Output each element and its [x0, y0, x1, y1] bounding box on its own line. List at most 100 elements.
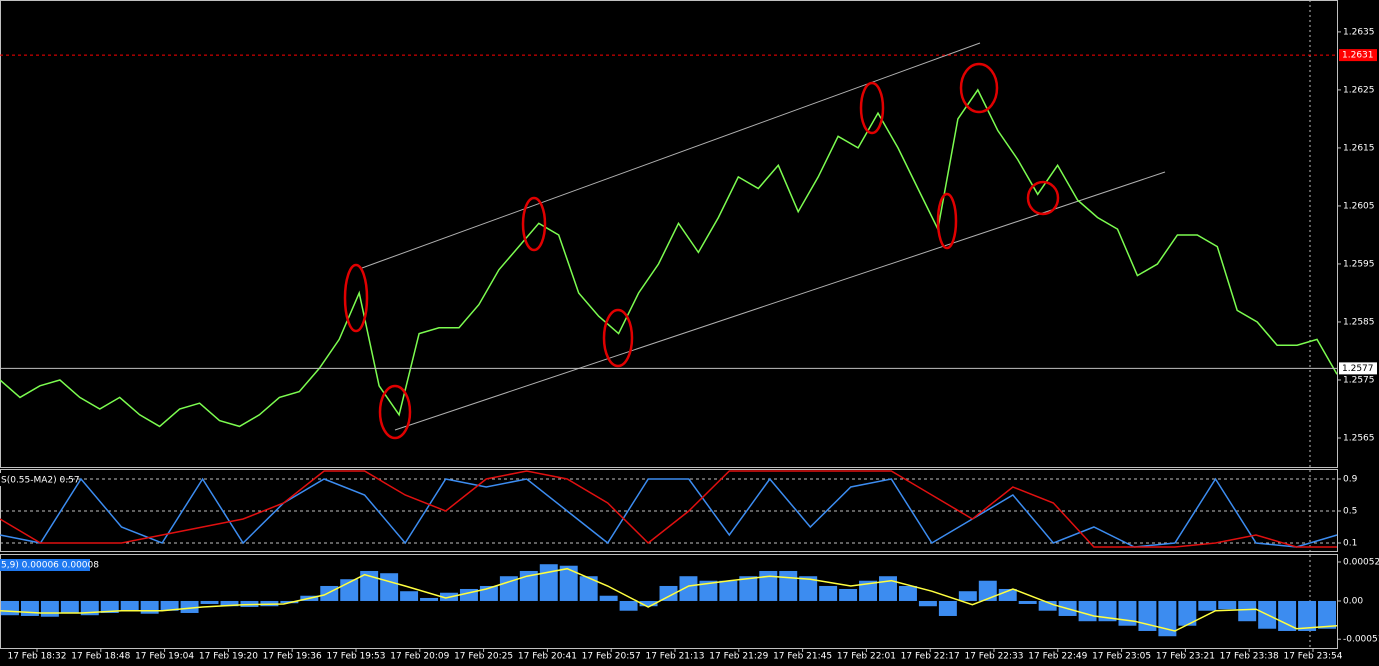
price-line — [0, 88, 1338, 428]
signal-line — [0, 567, 1338, 632]
hist-bar — [400, 591, 419, 601]
highlight — [859, 81, 885, 135]
price-frame — [0, 0, 1338, 468]
x-tick-label: 17 Feb 23:54 — [1283, 652, 1342, 662]
y-tick-label: 1.2615 — [1343, 143, 1375, 153]
channel-lower — [394, 171, 1166, 431]
hist-bar — [160, 600, 179, 611]
y-tick-label: 0.1 — [1343, 539, 1357, 549]
highlight — [602, 308, 634, 368]
hist-bar — [1198, 600, 1217, 611]
x-tick-label: 17 Feb 19:04 — [135, 652, 194, 662]
macd-title: 5,9) 0.00006 0.00008 — [1, 561, 99, 571]
y-tick-label: 1.2585 — [1343, 317, 1375, 327]
y-tick-label: 1.2625 — [1343, 85, 1375, 95]
macd-frame — [0, 554, 1338, 649]
hist-bar — [40, 600, 59, 617]
hist-bar — [1178, 600, 1197, 626]
hist-bar — [898, 585, 917, 601]
y-tick-label: 1.2595 — [1343, 259, 1375, 269]
hist-bar — [120, 600, 139, 611]
hist-bar — [20, 600, 39, 616]
x-tick-label: 17 Feb 21:45 — [773, 652, 832, 662]
osc-title: S(0.55-MA2) 0.57 — [1, 476, 80, 486]
hist-bar — [1238, 600, 1257, 622]
hist-bar — [839, 588, 858, 601]
hist-bar — [100, 600, 119, 613]
hist-bar — [1118, 600, 1137, 626]
hist-bar — [619, 600, 638, 611]
channel — [361, 42, 1166, 431]
y-tick-label: 0.00 — [1343, 596, 1363, 606]
hist-bar — [938, 600, 957, 616]
hist-bar — [559, 565, 578, 601]
y-tick-label: 0.00052 — [1343, 557, 1379, 567]
x-tick-label: 17 Feb 23:05 — [1092, 652, 1151, 662]
level-label: 1.2631 — [1342, 51, 1374, 61]
hist-bar — [958, 591, 977, 601]
hist-bar — [639, 600, 658, 607]
x-tick-label: 17 Feb 20:57 — [582, 652, 641, 662]
x-tick-label: 17 Feb 22:17 — [901, 652, 960, 662]
x-tick-label: 17 Feb 20:41 — [518, 652, 577, 662]
x-tick-label: 17 Feb 18:32 — [7, 652, 66, 662]
hist-bar — [140, 600, 159, 614]
hist-bar — [978, 580, 997, 601]
x-tick-label: 17 Feb 19:36 — [263, 652, 322, 662]
hist-bar — [1098, 600, 1117, 622]
level-label: 1.2577 — [1342, 364, 1374, 374]
hist-bar — [380, 573, 399, 601]
hist-bar — [360, 570, 379, 601]
x-tick-label: 17 Feb 19:20 — [199, 652, 258, 662]
level-tag — [1339, 362, 1377, 375]
series-line — [0, 477, 1338, 548]
highlight — [1026, 180, 1060, 216]
hist-bar — [1298, 600, 1317, 631]
hist-bar — [659, 585, 678, 601]
hist-bar — [699, 580, 718, 601]
hist-bar — [759, 570, 778, 601]
y-tick-label: 1.2635 — [1343, 27, 1375, 37]
hist-bar — [739, 576, 758, 601]
osc-title-bg — [0, 473, 60, 486]
highlight — [378, 384, 412, 440]
y-tick-label: 1.2575 — [1343, 375, 1375, 385]
hist-bar — [1218, 600, 1237, 610]
hist-bar — [679, 576, 698, 601]
highlight — [936, 192, 958, 250]
hist-bar — [1038, 600, 1057, 611]
hist-bar — [1, 600, 19, 616]
hist-bar — [879, 576, 897, 601]
x-tick-label: 17 Feb 22:49 — [1028, 652, 1087, 662]
hist-bar — [320, 585, 339, 601]
hist-bar — [819, 585, 838, 601]
x-tick-label: 17 Feb 20:09 — [390, 652, 449, 662]
x-tick-label: 17 Feb 22:33 — [964, 652, 1023, 662]
hist-bar — [579, 576, 598, 601]
x-tick-label: 17 Feb 22:01 — [837, 652, 896, 662]
x-tick-label: 17 Feb 21:13 — [645, 652, 704, 662]
x-tick-label: 17 Feb 23:21 — [1156, 652, 1215, 662]
hist-bar — [799, 576, 818, 601]
hist-bar — [918, 600, 937, 607]
x-tick-label: 17 Feb 20:25 — [454, 652, 513, 662]
x-tick-label: 17 Feb 21:29 — [709, 652, 768, 662]
y-tick-label: 1.2565 — [1343, 433, 1375, 443]
hist-bar — [519, 570, 538, 601]
highlight — [959, 62, 999, 114]
hist-bar — [1278, 600, 1297, 631]
hist-bar — [420, 597, 439, 601]
hist-bar — [539, 564, 558, 601]
channel-upper — [361, 42, 981, 269]
hist-bar — [1018, 600, 1037, 604]
hist-bar — [719, 580, 738, 601]
x-tick-label: 17 Feb 23:38 — [1220, 652, 1279, 662]
hist-bar — [599, 595, 618, 601]
hist-bar — [220, 600, 239, 607]
highlight — [521, 196, 547, 252]
macd-title-bg — [0, 559, 90, 571]
hist-bar — [499, 576, 518, 601]
